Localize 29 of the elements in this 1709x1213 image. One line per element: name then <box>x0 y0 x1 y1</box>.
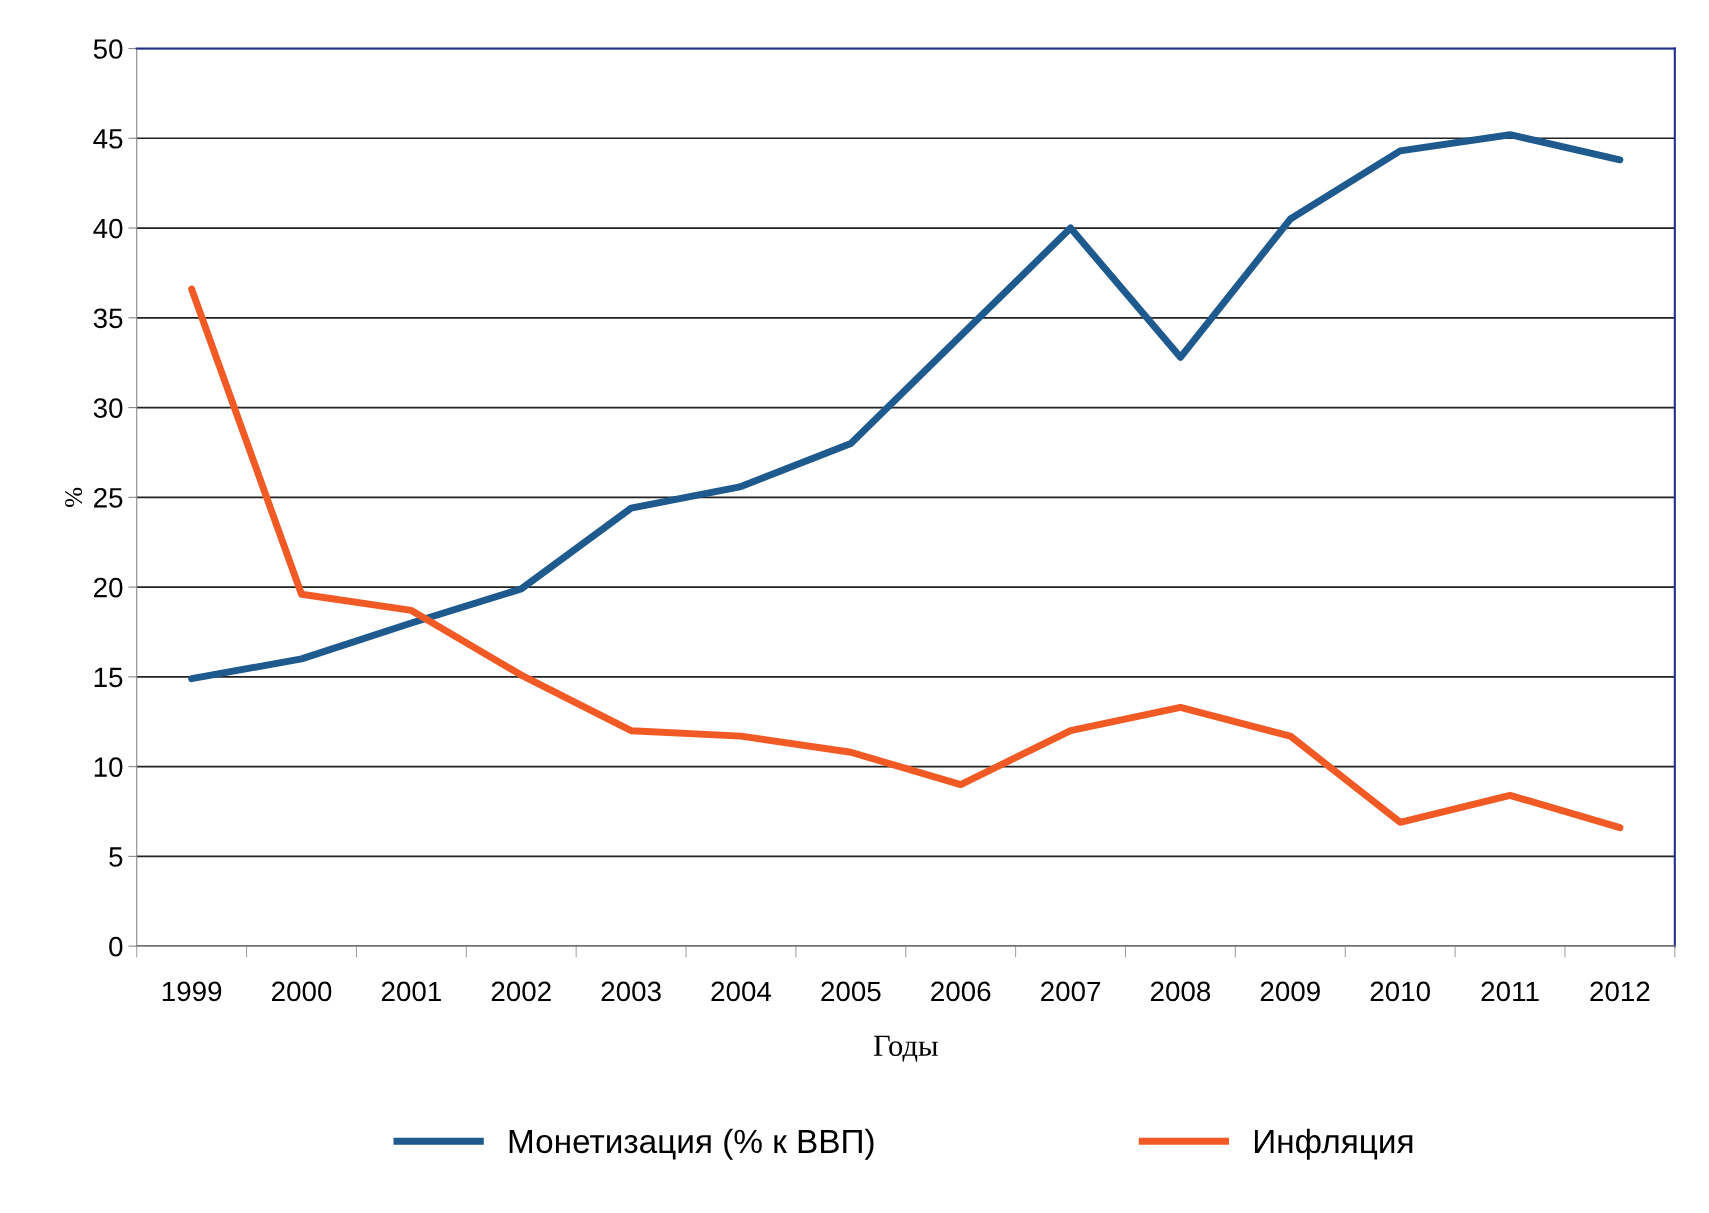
x-tick-label: 2007 <box>1041 981 1101 1002</box>
y-tick-label: 0 <box>109 936 123 957</box>
x-axis-title: Годы <box>873 1035 938 1062</box>
x-tick-label: 2008 <box>1150 981 1211 1002</box>
x-tick-label: 2011 <box>1481 981 1539 1002</box>
x-tick-label: 2000 <box>272 981 332 1002</box>
x-tick-label: 2004 <box>711 981 772 1002</box>
y-tick-label: 20 <box>94 577 123 598</box>
x-tick-label: 2005 <box>821 981 881 1002</box>
y-tick-label: 40 <box>93 218 123 239</box>
x-tick-label: 2009 <box>1260 981 1320 1002</box>
x-tick-label: 2003 <box>601 981 661 1002</box>
x-tick-label: 2002 <box>491 981 551 1002</box>
y-tick-label: 5 <box>109 847 123 867</box>
legend-label: Инфляция <box>1254 1128 1413 1160</box>
y-tick-label: 25 <box>94 488 123 508</box>
y-tick-label: 50 <box>93 39 123 59</box>
x-tick-label: 2012 <box>1590 981 1650 1002</box>
y-axis-title: % <box>65 487 83 507</box>
y-tick-label: 45 <box>93 129 123 149</box>
y-tick-label: 30 <box>93 398 123 418</box>
y-tick-label: 35 <box>93 308 123 329</box>
y-tick-label: 10 <box>94 757 123 777</box>
legend-label: Монетизация (% к ВВП) <box>509 1128 874 1160</box>
x-tick-label: 1999 <box>162 981 222 1002</box>
x-tick-label: 2001 <box>381 981 441 1002</box>
x-tick-label: 2010 <box>1370 981 1430 1002</box>
y-tick-label: 15 <box>94 667 123 688</box>
x-tick-label: 2006 <box>931 981 991 1002</box>
